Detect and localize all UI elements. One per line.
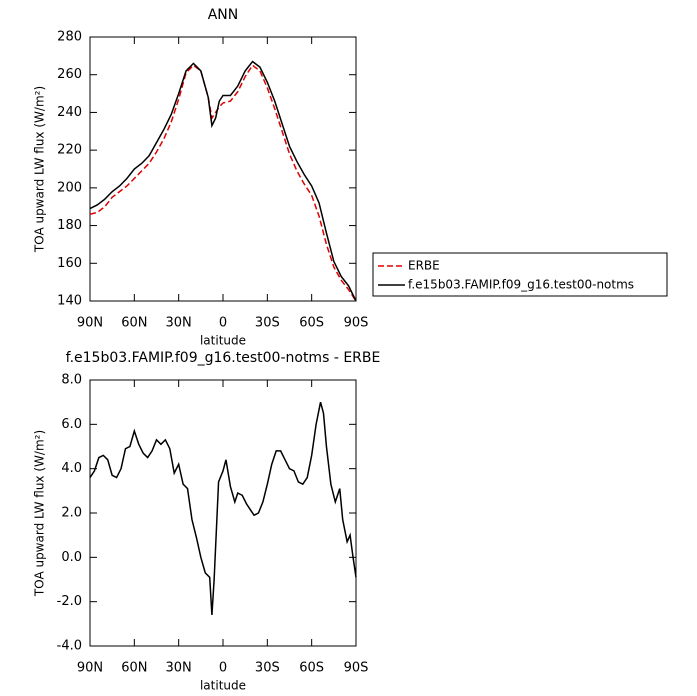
plot-frame <box>89 379 357 647</box>
x-tick-label: 0 <box>219 316 227 331</box>
y-tick-label: -4.0 <box>57 639 82 654</box>
data-line <box>89 64 357 302</box>
x-tick-label: 30N <box>166 316 192 331</box>
x-axis-label: latitude <box>200 334 246 348</box>
chart-title: ANN <box>208 7 239 23</box>
chart-title: f.e15b03.FAMIP.f09_g16.test00-notms - ER… <box>66 350 381 366</box>
y-tick-label: 2.0 <box>61 506 82 521</box>
x-axis-label: latitude <box>200 679 246 693</box>
y-axis-label: TOA upward LW flux (W/m²) <box>33 430 47 597</box>
plot-frame <box>89 36 357 302</box>
legend-label: f.e15b03.FAMIP.f09_g16.test00-notms <box>408 278 634 292</box>
x-tick-label: 90S <box>344 316 369 331</box>
legend-label: ERBE <box>408 259 440 273</box>
x-tick-label: 60N <box>121 661 147 676</box>
y-tick-label: 0.0 <box>61 550 82 565</box>
y-tick-label: 160 <box>57 256 82 271</box>
y-tick-label: 6.0 <box>61 417 82 432</box>
x-tick-label: 60S <box>299 316 324 331</box>
y-tick-label: 240 <box>57 105 82 120</box>
y-tick-label: 4.0 <box>61 461 82 476</box>
y-tick-label: 260 <box>57 67 82 82</box>
data-line <box>89 401 357 616</box>
y-tick-label: 140 <box>57 294 82 309</box>
x-tick-label: 90N <box>77 661 103 676</box>
legend-box <box>372 252 668 297</box>
x-tick-label: 30S <box>255 316 280 331</box>
y-tick-label: 180 <box>57 218 82 233</box>
x-tick-label: 60N <box>121 316 147 331</box>
y-tick-label: 280 <box>57 30 82 45</box>
y-tick-label: 200 <box>57 180 82 195</box>
x-tick-label: 90N <box>77 316 103 331</box>
x-tick-label: 30S <box>255 661 280 676</box>
x-tick-label: 90S <box>344 661 369 676</box>
y-axis-label: TOA upward LW flux (W/m²) <box>33 86 47 253</box>
y-tick-label: 220 <box>57 143 82 158</box>
x-tick-label: 30N <box>166 661 192 676</box>
x-tick-label: 60S <box>299 661 324 676</box>
y-tick-label: 8.0 <box>61 373 82 388</box>
x-tick-label: 0 <box>219 661 227 676</box>
y-tick-label: -2.0 <box>57 594 82 609</box>
data-line <box>89 60 357 302</box>
